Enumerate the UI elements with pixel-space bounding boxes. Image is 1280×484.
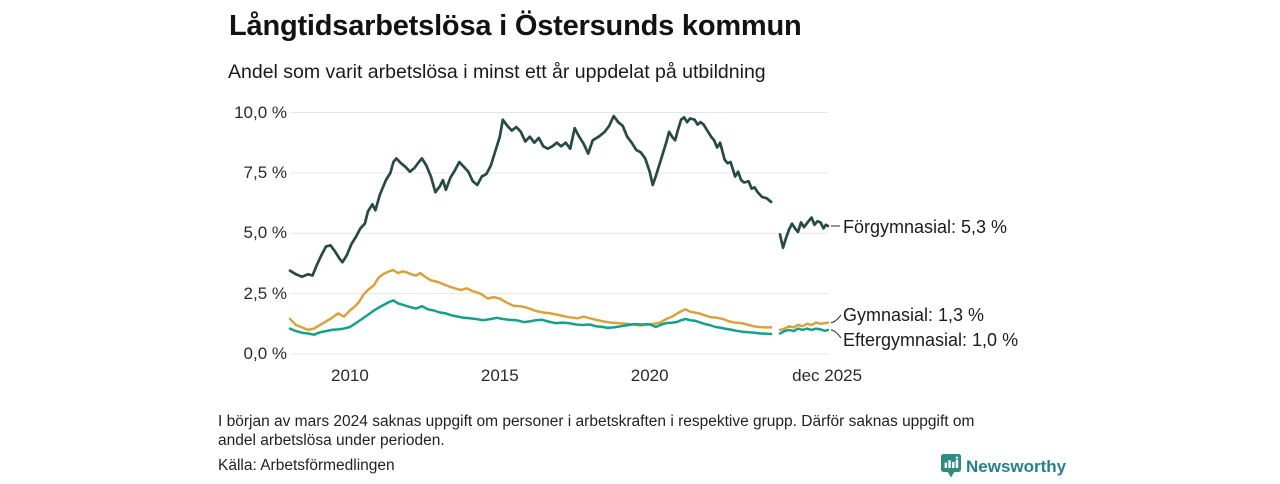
series-end-label: Gymnasial: 1,3 % [843,305,985,325]
chart-subtitle: Andel som varit arbetslösa i minst ett å… [228,61,766,83]
footnote-line-1: I början av mars 2024 saknas uppgift om … [218,413,975,430]
page-title: Långtidsarbetslösa i Östersunds kommun [229,10,802,42]
y-axis-tick-label: 10,0 % [234,102,287,122]
x-axis-tick-label: 2020 [630,366,669,385]
y-axis-tick-label: 2,5 % [243,283,287,303]
newsworthy-logo-icon [940,453,963,484]
x-axis-tick-label: 2015 [480,366,519,385]
y-axis-tick-label: 7,5 % [243,162,287,182]
x-axis-tick-label: 2010 [331,366,369,385]
footnote-line-2: andel arbetslösa under perioden. [218,431,445,449]
brand-wordmark: Newsworthy [966,457,1067,476]
y-axis-tick-label: 0,0 % [243,344,287,363]
source-label: Källa: Arbetsförmedlingen [218,457,395,474]
series-end-label: Eftergymnasial: 1,0 % [843,330,1019,350]
series-end-label: Förgymnasial: 5,3 % [843,217,1008,237]
x-axis-tick-label: dec 2025 [792,366,863,385]
y-axis-tick-label: 5,0 % [243,223,287,243]
